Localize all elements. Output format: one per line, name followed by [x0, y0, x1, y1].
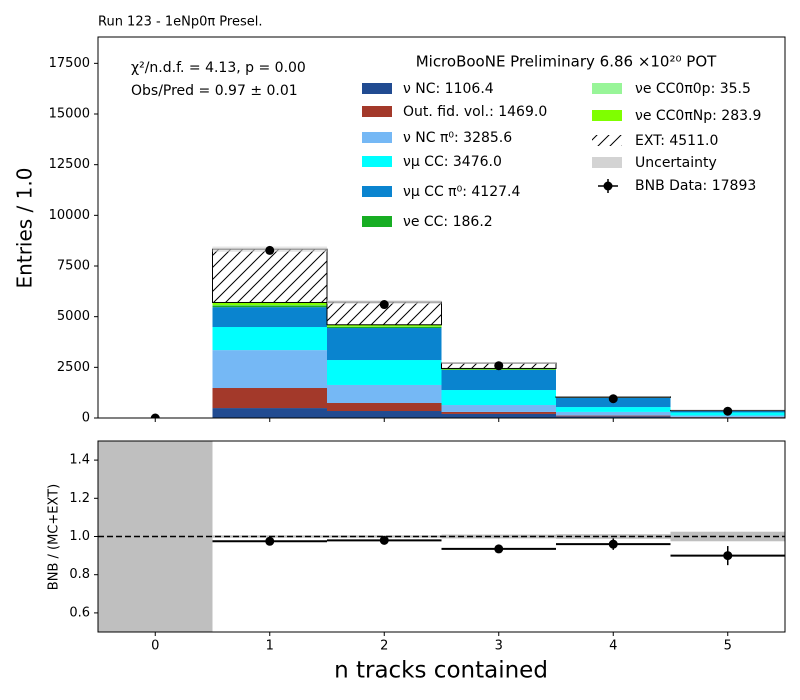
histogram-segment [212, 388, 327, 409]
legend-swatch [592, 110, 622, 121]
y-axis-title: BNB / (MC+EXT) [47, 484, 62, 590]
legend-swatch [362, 106, 392, 117]
legend-label: BNB Data: 17893 [635, 178, 756, 194]
histogram-segment [441, 369, 556, 391]
histogram-segment [670, 415, 785, 417]
data-point [608, 394, 618, 404]
histogram-segment [327, 360, 442, 385]
y-axis-title: Entries / 1.0 [13, 168, 37, 289]
legend-label: ν NC: 1106.4 [403, 81, 494, 97]
y-tick-label: 0.6 [69, 605, 90, 620]
y-tick-label: 0 [82, 411, 90, 426]
legend-swatch [592, 135, 622, 146]
legend-swatch [362, 132, 392, 143]
y-tick-label: 12500 [49, 157, 90, 172]
x-tick-label: 5 [724, 639, 732, 654]
plot-area [98, 441, 785, 632]
axes-frame [97, 36, 786, 419]
uncertainty-band [670, 531, 785, 542]
data-point [265, 245, 275, 255]
histogram-segment [212, 248, 328, 303]
legend-swatch [362, 156, 392, 167]
plot-area [150, 245, 785, 418]
legend-label: Uncertainty [635, 155, 717, 171]
y-tick-label: 1.2 [69, 491, 90, 506]
histogram-segment [327, 403, 442, 412]
legend-label: νe CC0πNp: 283.9 [635, 108, 761, 124]
histogram-segment [327, 411, 442, 418]
corner-label: Run 123 - 1eNp0π Presel. [98, 15, 263, 30]
legend-label: νe CC: 186.2 [403, 214, 493, 230]
histogram-segment [556, 407, 671, 412]
annotation: χ²/n.d.f. = 4.13, p = 0.00 [131, 60, 306, 76]
histogram-segment [327, 324, 442, 327]
data-point [723, 406, 733, 416]
y-tick-label: 17500 [49, 56, 90, 71]
legend-swatch [362, 83, 392, 94]
y-tick-label: 1.4 [69, 453, 90, 468]
x-tick-label: 3 [495, 639, 503, 654]
legend-marker [603, 181, 613, 191]
data-point [150, 413, 160, 418]
histogram-segment [556, 415, 671, 417]
x-tick-label: 0 [151, 639, 159, 654]
data-point [608, 539, 618, 549]
legend-swatch [592, 83, 622, 94]
legend-label: νe CC0π0p: 35.5 [635, 81, 751, 97]
x-tick-label: 1 [266, 639, 274, 654]
histogram-segment [212, 327, 327, 351]
axes-frame [97, 440, 786, 633]
x-tick-label: 2 [380, 639, 388, 654]
legend-swatch [362, 186, 392, 197]
histogram-segment [441, 405, 556, 412]
histogram-segment [212, 350, 327, 389]
data-point [265, 536, 275, 546]
histogram-segment [327, 328, 442, 361]
histogram-segment [556, 411, 671, 416]
legend-title: MicroBooNE Preliminary 6.86 ×10²⁰ POT [416, 53, 717, 71]
histogram-segment [212, 408, 327, 418]
histogram-segment [556, 416, 671, 418]
data-point [379, 300, 389, 310]
legend-label: Out. fid. vol.: 1469.0 [403, 104, 547, 120]
legend-label: νμ CC: 3476.0 [403, 154, 502, 170]
legend-swatch [362, 216, 392, 227]
data-point [494, 361, 504, 371]
annotation: Obs/Pred = 0.97 ± 0.01 [131, 83, 298, 99]
legend-swatch [592, 157, 622, 168]
data-point [723, 551, 733, 561]
histogram-segment [212, 307, 327, 328]
histogram-segment [441, 390, 556, 406]
histogram-segment [327, 384, 442, 404]
x-tick-label: 4 [609, 639, 617, 654]
y-tick-label: 2500 [57, 360, 90, 375]
y-tick-label: 15000 [49, 107, 90, 122]
y-tick-label: 7500 [57, 259, 90, 274]
data-point [494, 544, 504, 554]
legend-label: ν NC π⁰: 3285.6 [403, 130, 512, 146]
legend-label: EXT: 4511.0 [635, 133, 718, 149]
y-tick-label: 0.8 [69, 567, 90, 582]
y-tick-label: 10000 [49, 208, 90, 223]
histogram-segment [327, 326, 442, 329]
data-point [379, 535, 389, 545]
x-axis-title: n tracks contained [334, 658, 548, 684]
histogram-segment [212, 305, 327, 308]
y-tick-label: 1.0 [69, 529, 90, 544]
y-tick-label: 5000 [57, 309, 90, 324]
histogram-segment [441, 413, 556, 418]
histogram-segment [441, 411, 556, 414]
legend-label: νμ CC π⁰: 4127.4 [403, 184, 520, 200]
histogram-segment [212, 302, 327, 306]
